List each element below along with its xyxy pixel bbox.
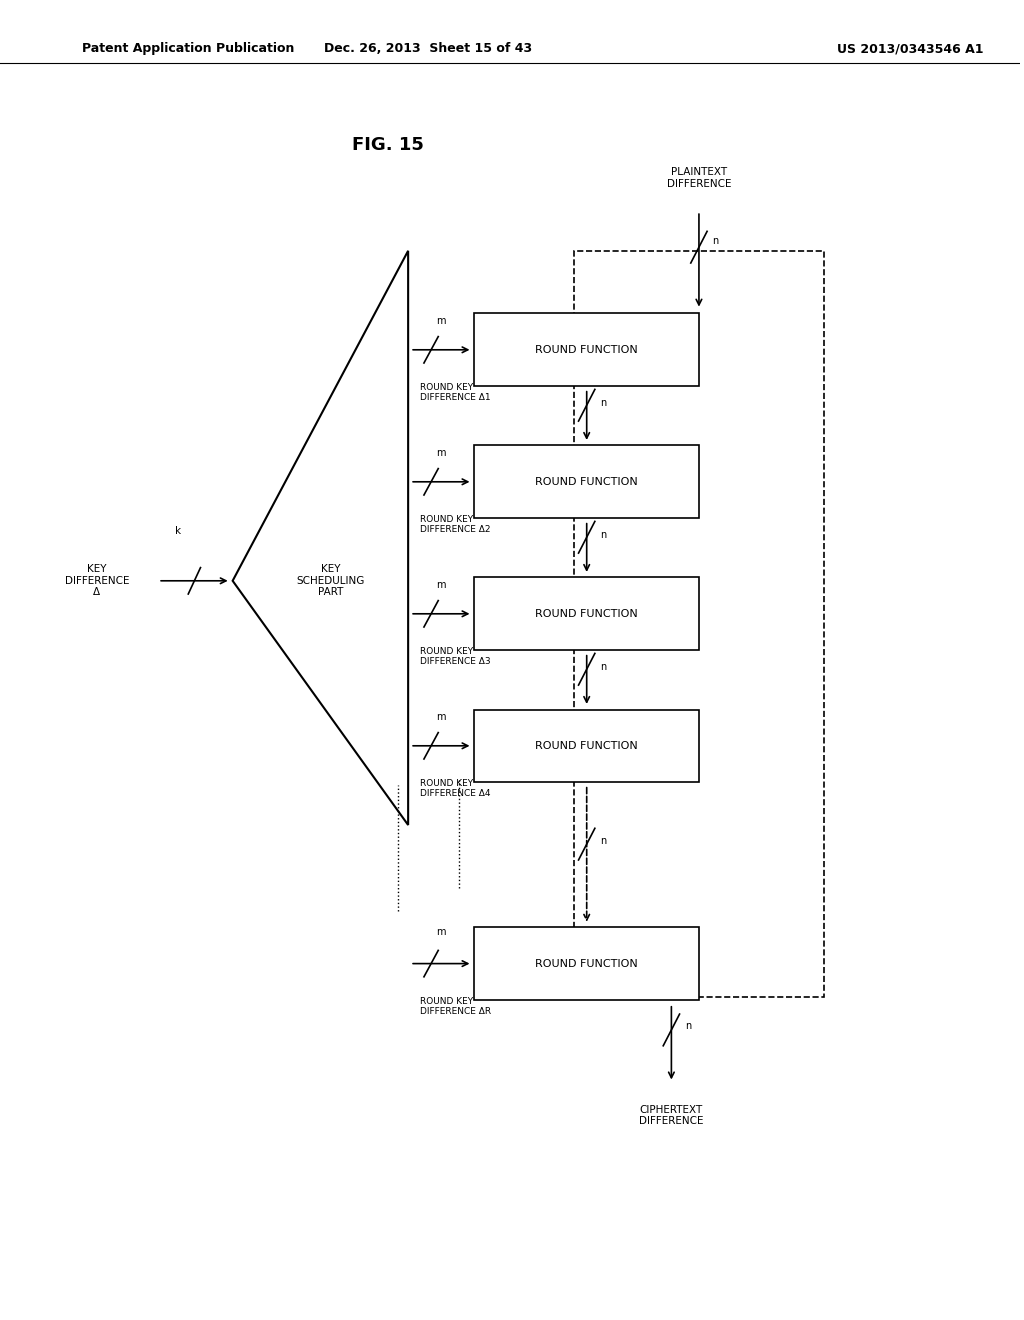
Text: ROUND FUNCTION: ROUND FUNCTION (536, 477, 638, 487)
FancyBboxPatch shape (474, 927, 699, 1001)
Text: ROUND KEY
DIFFERENCE Δ3: ROUND KEY DIFFERENCE Δ3 (421, 647, 492, 667)
Text: ROUND FUNCTION: ROUND FUNCTION (536, 609, 638, 619)
Text: n: n (600, 837, 606, 846)
Text: n: n (600, 529, 606, 540)
Text: m: m (436, 447, 446, 458)
FancyBboxPatch shape (474, 710, 699, 781)
Text: FIG. 15: FIG. 15 (352, 136, 424, 154)
Text: m: m (436, 927, 446, 937)
Text: n: n (600, 397, 606, 408)
Text: ROUND KEY
DIFFERENCE Δ4: ROUND KEY DIFFERENCE Δ4 (421, 779, 490, 799)
Text: ROUND KEY
DIFFERENCE Δ1: ROUND KEY DIFFERENCE Δ1 (421, 383, 492, 403)
Text: n: n (685, 1020, 691, 1031)
Text: CIPHERTEXT
DIFFERENCE: CIPHERTEXT DIFFERENCE (639, 1105, 703, 1126)
Text: ROUND KEY
DIFFERENCE ΔR: ROUND KEY DIFFERENCE ΔR (421, 997, 492, 1016)
Text: k: k (175, 525, 181, 536)
Text: KEY
DIFFERENCE
Δ: KEY DIFFERENCE Δ (65, 564, 129, 598)
Text: KEY
SCHEDULING
PART: KEY SCHEDULING PART (296, 564, 365, 598)
Text: ROUND KEY
DIFFERENCE Δ2: ROUND KEY DIFFERENCE Δ2 (421, 515, 490, 535)
Text: ROUND FUNCTION: ROUND FUNCTION (536, 741, 638, 751)
Text: Dec. 26, 2013  Sheet 15 of 43: Dec. 26, 2013 Sheet 15 of 43 (325, 42, 532, 55)
Text: ROUND FUNCTION: ROUND FUNCTION (536, 345, 638, 355)
Text: US 2013/0343546 A1: US 2013/0343546 A1 (837, 42, 983, 55)
FancyBboxPatch shape (474, 313, 699, 385)
Text: n: n (600, 661, 606, 672)
FancyBboxPatch shape (474, 577, 699, 649)
Text: PLAINTEXT
DIFFERENCE: PLAINTEXT DIFFERENCE (667, 168, 731, 189)
Text: m: m (436, 579, 446, 590)
Text: ROUND FUNCTION: ROUND FUNCTION (536, 958, 638, 969)
Text: Patent Application Publication: Patent Application Publication (82, 42, 294, 55)
Text: m: m (436, 711, 446, 722)
Text: n: n (713, 235, 719, 246)
FancyBboxPatch shape (474, 445, 699, 517)
Text: m: m (436, 315, 446, 326)
